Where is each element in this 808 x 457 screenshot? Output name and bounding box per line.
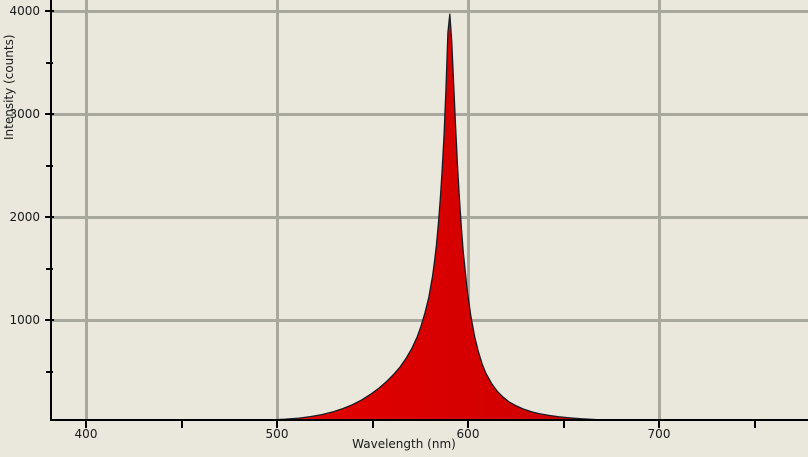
x-tick-400 bbox=[85, 421, 87, 428]
x-tick-450 bbox=[181, 421, 183, 428]
plot-area bbox=[50, 0, 808, 420]
y-ticklabel-2000: 2000 bbox=[9, 210, 40, 224]
x-tick-500 bbox=[276, 421, 278, 428]
x-ticklabel-500: 500 bbox=[265, 427, 289, 441]
y-tick-2500 bbox=[46, 165, 53, 167]
x-axis-line bbox=[50, 419, 808, 421]
x-tick-700 bbox=[658, 421, 660, 428]
y-tick-3000 bbox=[45, 113, 54, 115]
y-tick-4000 bbox=[45, 10, 54, 12]
x-axis-label: Wavelength (nm) bbox=[352, 437, 456, 451]
y-ticklabel-3000: 3000 bbox=[9, 107, 40, 121]
gridline-y-3000 bbox=[50, 113, 808, 116]
gridline-x-600 bbox=[467, 0, 470, 420]
y-axis-label: Intensity (counts) bbox=[2, 34, 16, 140]
gridline-x-400 bbox=[85, 0, 88, 420]
y-tick-2000 bbox=[45, 216, 54, 218]
gridline-y-4000 bbox=[50, 10, 808, 13]
gridline-x-500 bbox=[276, 0, 279, 420]
y-tick-500 bbox=[46, 371, 53, 373]
y-ticklabel-4000: 4000 bbox=[9, 4, 40, 18]
y-ticklabel-1000: 1000 bbox=[9, 313, 40, 327]
x-tick-600 bbox=[467, 421, 469, 428]
x-ticklabel-600: 600 bbox=[456, 427, 480, 441]
y-tick-1500 bbox=[46, 268, 53, 270]
x-tick-750 bbox=[754, 421, 756, 428]
x-ticklabel-400: 400 bbox=[74, 427, 98, 441]
gridline-x-700 bbox=[658, 0, 661, 420]
y-tick-1000 bbox=[45, 319, 54, 321]
spectrum-trace bbox=[247, 13, 628, 420]
y-tick-3500 bbox=[46, 62, 53, 64]
x-tick-650 bbox=[563, 421, 565, 428]
y-axis-line bbox=[50, 0, 52, 421]
x-tick-550 bbox=[372, 421, 374, 428]
x-ticklabel-700: 700 bbox=[647, 427, 671, 441]
gridline-y-2000 bbox=[50, 216, 808, 219]
